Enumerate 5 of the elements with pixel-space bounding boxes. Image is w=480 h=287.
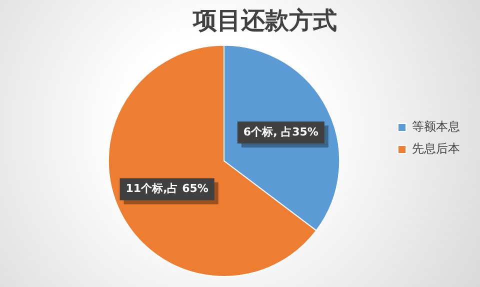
data-label: 6个标, 占35% <box>243 125 318 138</box>
legend-label: 等额本息 <box>412 120 460 134</box>
legend-label: 先息后本 <box>412 142 460 156</box>
chart-title: 项目还款方式 <box>192 6 337 35</box>
data-label: 11个标,占 65% <box>126 182 208 196</box>
